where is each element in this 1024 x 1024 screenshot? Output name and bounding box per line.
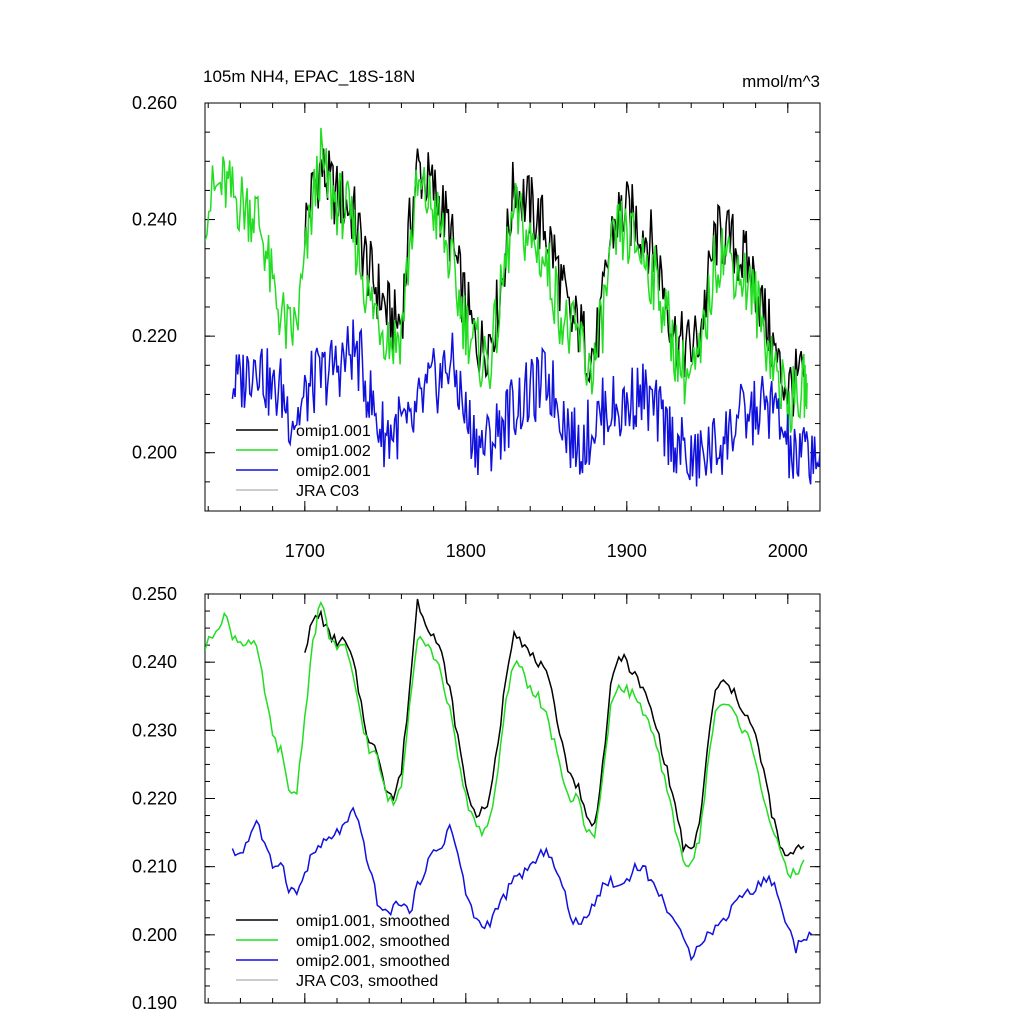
chart-title: 105m NH4, EPAC_18S-18N [203,67,415,86]
x-tick-label: 1900 [607,541,647,561]
y-tick-label: 0.250 [132,584,177,604]
y-tick-label: 0.220 [132,326,177,346]
y-tick-label: 0.200 [132,925,177,945]
legend-label-omip1-001-smoothed: omip1.001, smoothed [296,913,450,930]
legend-label-jra-c03: JRA C03 [296,483,359,500]
series-line-omip1-001-smoothed [304,598,805,857]
raw-series-panel: 0.200 0.220 0.240 0.260 1700 1800 1900 2000 omip… [132,93,821,561]
y-tick-label: 0.240 [132,652,177,672]
y-tick-label: 0.200 [132,443,177,463]
y-tick-label: 0.260 [132,93,177,113]
y-tick-label: 0.240 [132,210,177,230]
legend-label-omip2-001: omip2.001 [296,463,371,480]
x-tick-label: 1700 [285,541,325,561]
y-tick-label: 0.230 [132,720,177,740]
y-tick-label: 0.190 [132,993,177,1013]
smoothed-series-panel: 0.190 0.200 0.210 0.220 0.230 0.240 0.250 omip1… [132,584,821,1013]
series-line-omip1-002 [205,127,808,433]
x-tick-label: 2000 [768,541,808,561]
series-line-omip1-002-smoothed [205,600,805,880]
legend-label-jra-c03-smoothed: JRA C03, smoothed [296,973,438,990]
y-tick-label: 0.210 [132,857,177,877]
legend-label-omip1-001: omip1.001 [296,423,371,440]
x-tick-label: 1800 [446,541,486,561]
series-line-omip2-001-smoothed [231,806,813,962]
series-line-omip2-001 [231,319,820,487]
legend-label-omip2-001-smoothed: omip2.001, smoothed [296,953,450,970]
y-tick-label: 0.220 [132,789,177,809]
legend-label-omip1-002: omip1.002 [296,443,371,460]
series-line-omip1-001 [304,148,805,417]
legend-label-omip1-002-smoothed: omip1.002, smoothed [296,933,450,950]
units-label: mmol/m^3 [742,72,820,91]
